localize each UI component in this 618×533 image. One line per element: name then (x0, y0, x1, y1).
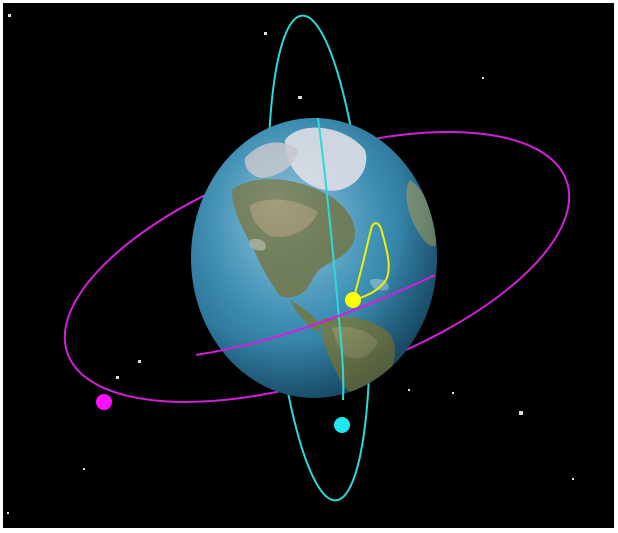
polar-orbit-front (317, 117, 345, 401)
polar-satellite (334, 417, 350, 433)
star (116, 376, 119, 379)
star (452, 392, 454, 394)
earth (191, 118, 437, 398)
star (519, 411, 523, 415)
equatorial-satellite (96, 394, 112, 410)
star (408, 389, 410, 391)
equatorial-orbit-front (195, 274, 436, 356)
star (83, 468, 85, 470)
molniya-orbit-path (351, 222, 390, 302)
stars (7, 14, 574, 514)
orbit-front (195, 117, 436, 401)
star (8, 14, 11, 17)
star (298, 96, 302, 99)
star (264, 32, 267, 35)
star (138, 360, 141, 363)
star (7, 512, 9, 514)
star (482, 77, 484, 79)
molniya-satellite (345, 292, 361, 308)
star (572, 478, 574, 480)
